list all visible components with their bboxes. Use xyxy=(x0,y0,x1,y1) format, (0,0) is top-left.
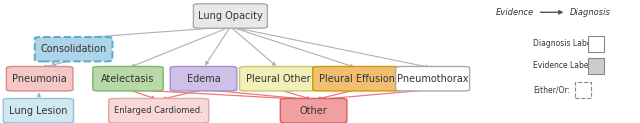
FancyBboxPatch shape xyxy=(588,58,604,74)
Text: Consolidation: Consolidation xyxy=(40,44,107,54)
Text: Diagnosis: Diagnosis xyxy=(570,8,611,17)
Text: Either/Or:: Either/Or: xyxy=(533,85,570,94)
Text: Edema: Edema xyxy=(187,74,220,84)
FancyBboxPatch shape xyxy=(93,66,163,91)
Text: Lung Lesion: Lung Lesion xyxy=(9,106,68,116)
FancyBboxPatch shape xyxy=(193,4,268,28)
FancyBboxPatch shape xyxy=(239,66,317,91)
FancyBboxPatch shape xyxy=(35,37,113,61)
Text: Pleural Effusion: Pleural Effusion xyxy=(319,74,395,84)
Text: Pneumothorax: Pneumothorax xyxy=(397,74,468,84)
Text: Other: Other xyxy=(300,106,328,116)
FancyBboxPatch shape xyxy=(280,98,347,123)
FancyBboxPatch shape xyxy=(3,98,74,123)
Text: Lung Opacity: Lung Opacity xyxy=(198,11,263,21)
Text: Evidence: Evidence xyxy=(496,8,534,17)
FancyBboxPatch shape xyxy=(396,66,470,91)
FancyBboxPatch shape xyxy=(313,66,401,91)
FancyBboxPatch shape xyxy=(109,98,209,123)
FancyBboxPatch shape xyxy=(575,82,591,98)
Text: Diagnosis Label:: Diagnosis Label: xyxy=(533,38,596,48)
FancyBboxPatch shape xyxy=(6,66,73,91)
Text: Pleural Other: Pleural Other xyxy=(246,74,310,84)
Text: Evidence Label:: Evidence Label: xyxy=(533,61,593,70)
Text: Enlarged Cardiomed.: Enlarged Cardiomed. xyxy=(115,106,203,115)
FancyBboxPatch shape xyxy=(588,36,604,52)
Text: Pneumonia: Pneumonia xyxy=(12,74,67,84)
FancyBboxPatch shape xyxy=(170,66,237,91)
Text: Atelectasis: Atelectasis xyxy=(101,74,155,84)
